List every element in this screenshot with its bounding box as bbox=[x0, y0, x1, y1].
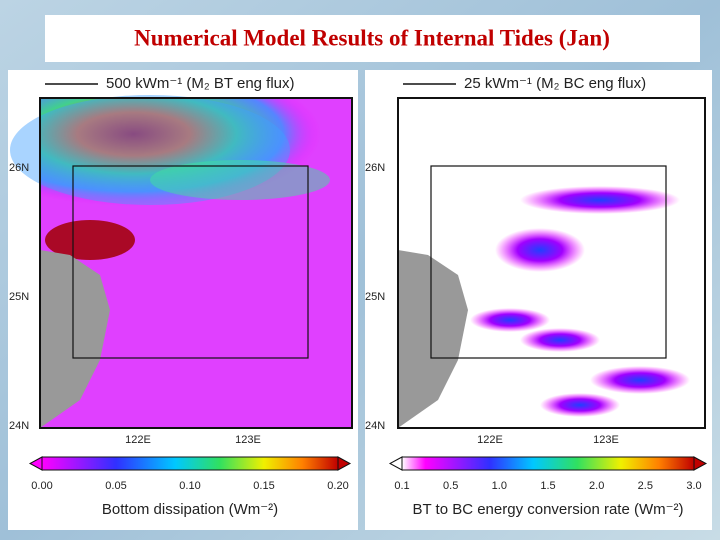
panel-header: 25 kWm⁻¹ (M₂ BC eng flux) bbox=[464, 75, 646, 92]
panel-header: 500 kWm⁻¹ (M₂ BT eng flux) bbox=[106, 75, 295, 92]
colorbar-tick-label: 1.5 bbox=[540, 480, 555, 492]
colorbar bbox=[401, 456, 695, 471]
colorbar-end bbox=[28, 456, 43, 471]
lat-label: 24N bbox=[365, 420, 385, 432]
colorbar bbox=[41, 456, 339, 471]
lon-label: 123E bbox=[235, 434, 261, 446]
colorbar-tick-label: 0.10 bbox=[179, 480, 200, 492]
colorbar-label: Bottom dissipation (Wm⁻²) bbox=[102, 501, 278, 518]
colorbar-tick-label: 3.0 bbox=[686, 480, 701, 492]
colorbar-tick-label: 2.5 bbox=[638, 480, 653, 492]
slide-title: Numerical Model Results of Internal Tide… bbox=[134, 25, 610, 50]
lat-label: 25N bbox=[365, 291, 385, 303]
lon-label: 123E bbox=[593, 434, 619, 446]
lon-label: 122E bbox=[477, 434, 503, 446]
lat-label: 26N bbox=[9, 162, 29, 174]
lat-label: 24N bbox=[9, 420, 29, 432]
colorbar-end bbox=[388, 456, 403, 471]
colorbar-end bbox=[337, 456, 352, 471]
colorbar-tick-label: 0.00 bbox=[31, 480, 52, 492]
lat-label: 25N bbox=[9, 291, 29, 303]
map bbox=[397, 97, 706, 429]
title-box bbox=[45, 15, 700, 62]
colorbar-tick-label: 2.0 bbox=[589, 480, 604, 492]
colorbar-label: BT to BC energy conversion rate (Wm⁻²) bbox=[412, 501, 683, 518]
colorbar-tick-label: 0.20 bbox=[327, 480, 348, 492]
colorbar-tick-label: 0.1 bbox=[394, 480, 409, 492]
colorbar-tick-label: 0.5 bbox=[443, 480, 458, 492]
colorbar-tick-label: 0.05 bbox=[105, 480, 126, 492]
map bbox=[10, 95, 353, 429]
lon-label: 122E bbox=[125, 434, 151, 446]
colorbar-end bbox=[693, 456, 708, 471]
lat-label: 26N bbox=[365, 162, 385, 174]
colorbar-tick-label: 0.15 bbox=[253, 480, 274, 492]
colorbar-tick-label: 1.0 bbox=[492, 480, 507, 492]
